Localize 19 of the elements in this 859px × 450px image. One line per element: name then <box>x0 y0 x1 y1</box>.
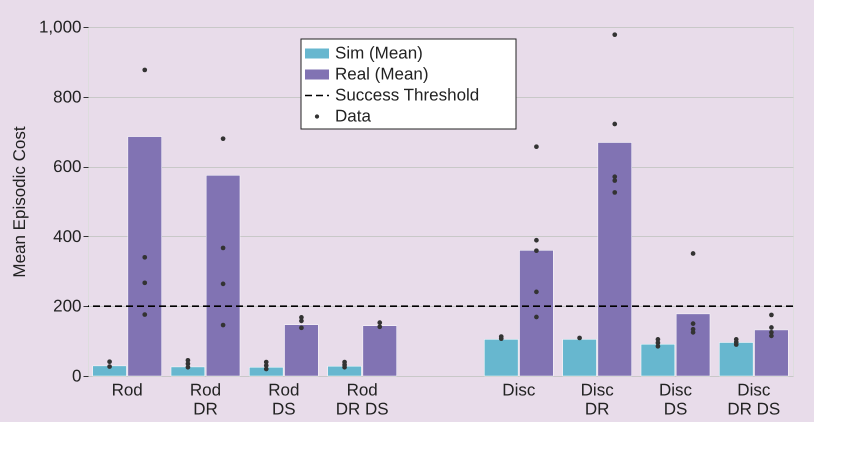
legend-label: Sim (Mean) <box>335 44 423 62</box>
y-tick-label: 200 <box>53 296 82 316</box>
x-tick-label: Disc <box>502 380 536 400</box>
legend-label: Real (Mean) <box>335 64 429 84</box>
y-tick-label: 600 <box>53 157 82 176</box>
y-tick-label: 800 <box>53 87 82 106</box>
y-tick-label: 400 <box>53 226 82 246</box>
x-tick-label: Rod DR DS <box>336 380 389 418</box>
y-axis-title: Mean Episodic Cost <box>10 126 29 278</box>
x-tick-label: Rod DR <box>190 380 222 418</box>
legend-label: Success Threshold <box>335 86 480 104</box>
y-tick-label: 0 <box>72 366 82 386</box>
x-tick-label: Disc DR DS <box>727 380 780 418</box>
y-tick-label: 1,000 <box>38 18 82 36</box>
x-tick-label: Rod DS <box>268 380 300 418</box>
x-tick-label: Disc DS <box>658 380 693 418</box>
x-tick-label: Disc DR <box>580 380 614 418</box>
x-tick-label: Rod <box>112 380 143 400</box>
legend-label: Data <box>335 106 372 126</box>
